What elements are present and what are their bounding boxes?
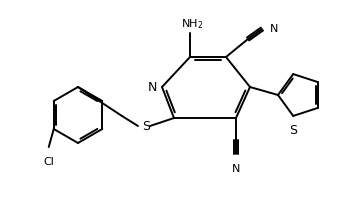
Text: S: S <box>289 124 297 137</box>
Text: S: S <box>142 119 150 133</box>
Text: Cl: Cl <box>43 157 54 167</box>
Text: N: N <box>270 24 278 34</box>
Text: N: N <box>148 80 157 94</box>
Text: NH$_2$: NH$_2$ <box>181 17 203 31</box>
Text: N: N <box>232 164 240 174</box>
